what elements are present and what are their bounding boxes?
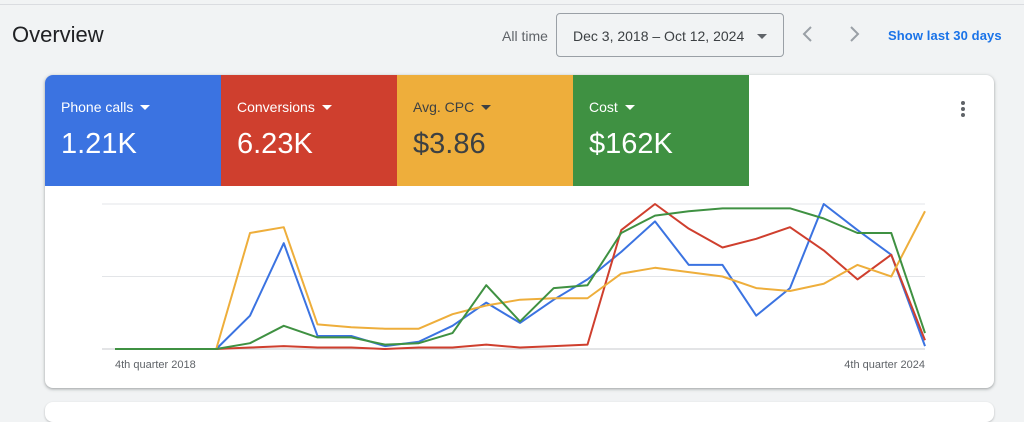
chevron-left-icon <box>802 26 812 42</box>
dropdown-caret-icon <box>757 34 767 39</box>
metric-dropdown[interactable]: Avg. CPC <box>413 99 492 115</box>
more-options-button[interactable] <box>953 99 973 119</box>
dropdown-caret-icon <box>481 104 492 110</box>
overview-card: Phone calls 1.21K Conversions 6.23K Avg.… <box>45 75 994 388</box>
metric-value: $162K <box>589 128 673 160</box>
series-line-1 <box>115 203 926 350</box>
metric-label: Conversions <box>237 99 315 115</box>
metric-tile-cost[interactable]: Cost $162K <box>573 75 749 186</box>
previous-period-button[interactable] <box>796 22 820 46</box>
dropdown-caret-icon <box>140 104 151 110</box>
next-period-button[interactable] <box>842 22 866 46</box>
all-time-label: All time <box>502 28 548 44</box>
next-card <box>45 402 994 422</box>
date-range-dropdown[interactable]: Dec 3, 2018 – Oct 12, 2024 <box>556 13 784 57</box>
metric-tile-phone-calls[interactable]: Phone calls 1.21K <box>45 75 221 186</box>
page-title: Overview <box>12 22 104 47</box>
metric-label: Phone calls <box>61 99 134 115</box>
dropdown-caret-icon <box>624 104 635 110</box>
show-last-30-days-link[interactable]: Show last 30 days <box>888 28 1002 43</box>
metric-dropdown[interactable]: Cost <box>589 99 635 115</box>
performance-line-chart: 4th quarter 2018 4th quarter 2024 <box>102 203 926 371</box>
x-tick-label: 4th quarter 2024 <box>844 359 925 371</box>
chevron-right-icon <box>850 26 860 42</box>
series-line-2 <box>115 210 926 350</box>
top-divider <box>0 4 1024 5</box>
series-line-0 <box>115 203 926 350</box>
metric-label: Avg. CPC <box>413 99 475 115</box>
metric-label: Cost <box>589 99 618 115</box>
metric-dropdown[interactable]: Conversions <box>237 99 332 115</box>
dropdown-caret-icon <box>321 104 332 110</box>
metric-value: 1.21K <box>61 128 137 160</box>
metric-tile-conversions[interactable]: Conversions 6.23K <box>221 75 397 186</box>
date-range-value: Dec 3, 2018 – Oct 12, 2024 <box>573 28 745 44</box>
metric-value: $3.86 <box>413 128 486 160</box>
metric-dropdown[interactable]: Phone calls <box>61 99 151 115</box>
metric-value: 6.23K <box>237 128 313 160</box>
x-tick-label: 4th quarter 2018 <box>115 359 196 371</box>
metric-tile-avg-cpc[interactable]: Avg. CPC $3.86 <box>397 75 573 186</box>
series-line-3 <box>115 207 926 350</box>
